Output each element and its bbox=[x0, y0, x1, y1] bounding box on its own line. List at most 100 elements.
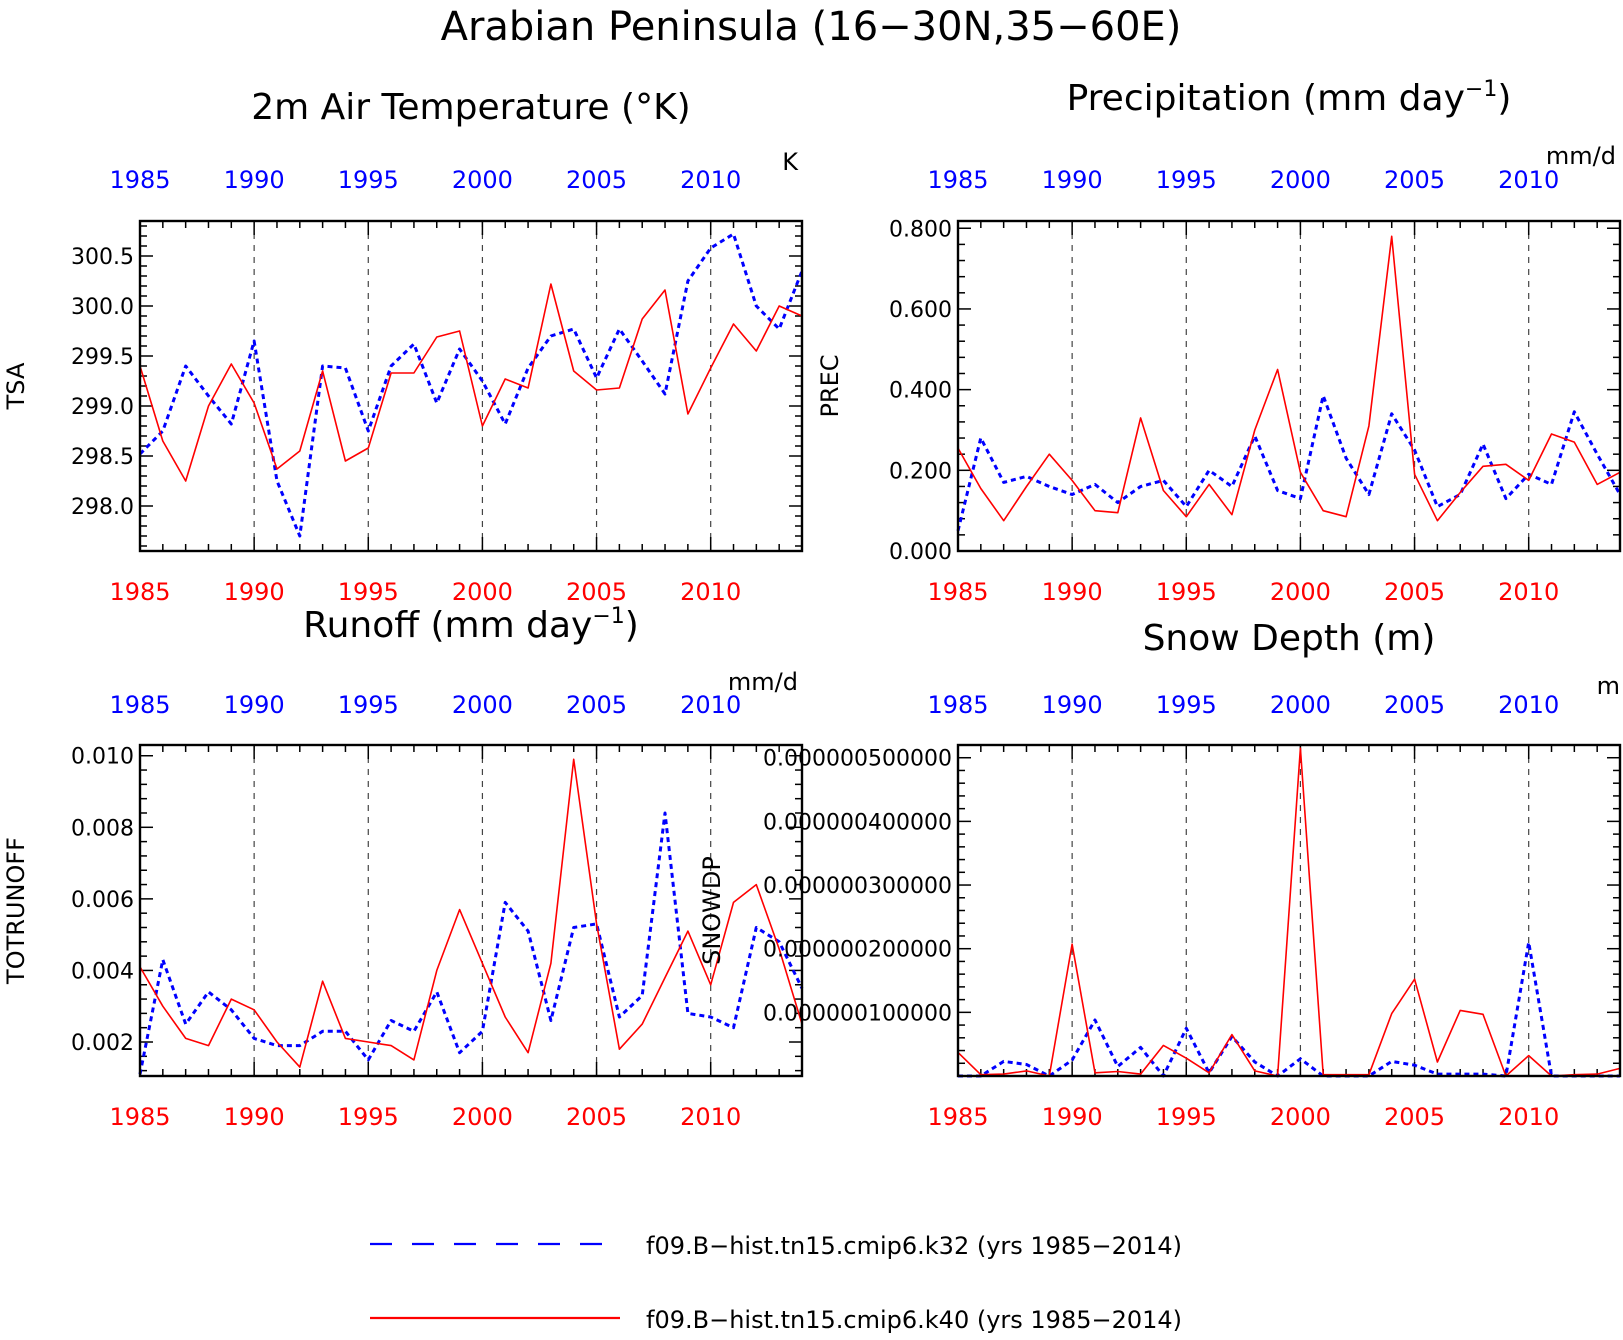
x-tick-label-top: 2000 bbox=[452, 691, 513, 719]
x-tick-label-bottom: 2005 bbox=[566, 1103, 627, 1131]
x-tick-label-top: 2010 bbox=[1498, 166, 1559, 194]
unit-label: m bbox=[1597, 672, 1620, 700]
x-tick-label-bottom: 1985 bbox=[927, 578, 988, 606]
unit-label: mm/d bbox=[1546, 142, 1616, 170]
panel-title: Runoff (mm day−1) bbox=[303, 604, 639, 646]
x-tick-label-bottom: 1995 bbox=[338, 1103, 399, 1131]
legend-label-k40: f09.B−hist.tn15.cmip6.k40 (yrs 1985−2014… bbox=[646, 1306, 1182, 1334]
x-tick-label-top: 1990 bbox=[224, 691, 285, 719]
x-tick-label-bottom: 2010 bbox=[1498, 1103, 1559, 1131]
x-tick-label-bottom: 2005 bbox=[1384, 1103, 1445, 1131]
y-tick-label: 0.006 bbox=[71, 888, 134, 913]
x-tick-label-bottom: 1985 bbox=[927, 1103, 988, 1131]
y-tick-label: 0.000000100000 bbox=[763, 1001, 952, 1026]
x-tick-label-bottom: 2010 bbox=[680, 578, 741, 606]
y-tick-label: 299.5 bbox=[71, 345, 134, 370]
x-tick-label-bottom: 1990 bbox=[1042, 1103, 1103, 1131]
plot-frame bbox=[138, 743, 804, 1078]
y-tick-label: 0.000 bbox=[889, 540, 952, 565]
y-tick-label: 0.002 bbox=[71, 1031, 134, 1056]
y-tick-label: 0.400 bbox=[889, 379, 952, 404]
x-tick-label-top: 2005 bbox=[566, 691, 627, 719]
x-tick-label-bottom: 1985 bbox=[109, 1103, 170, 1131]
panel-title: 2m Air Temperature (°K) bbox=[251, 87, 690, 128]
figure-title: Arabian Peninsula (16−30N,35−60E) bbox=[441, 4, 1182, 50]
panel-snowdp: Snow Depth (m) m SNOWDP 0.000000100000 0.000… bbox=[698, 618, 1622, 1131]
series-line-k32 bbox=[138, 811, 804, 1075]
series-line-k40 bbox=[957, 235, 1621, 522]
y-tick-label: 298.0 bbox=[71, 495, 134, 520]
legend-label-k32: f09.B−hist.tn15.cmip6.k32 (yrs 1985−2014… bbox=[646, 1232, 1182, 1260]
x-tick-label-top: 1995 bbox=[338, 166, 399, 194]
x-tick-label-bottom: 2000 bbox=[1270, 578, 1331, 606]
series-line-k40 bbox=[139, 758, 803, 1068]
x-tick-label-top: 2010 bbox=[680, 166, 741, 194]
unit-label: mm/d bbox=[728, 668, 798, 696]
x-tick-label-bottom: 2000 bbox=[452, 578, 513, 606]
y-tick-label: 300.5 bbox=[71, 245, 134, 270]
x-tick-label-bottom: 1990 bbox=[1042, 578, 1103, 606]
x-tick-label-top: 2005 bbox=[566, 166, 627, 194]
panel-title: Snow Depth (m) bbox=[1143, 618, 1436, 659]
y-tick-label: 0.600 bbox=[889, 298, 952, 323]
x-tick-label-bottom: 2005 bbox=[566, 578, 627, 606]
y-axis-label: TSA bbox=[2, 362, 30, 410]
y-tick-label: 300.0 bbox=[71, 295, 134, 320]
y-axis-label: SNOWDP bbox=[698, 856, 726, 965]
x-tick-label-bottom: 2010 bbox=[680, 1103, 741, 1131]
unit-label: K bbox=[782, 148, 799, 176]
x-tick-label-top: 2010 bbox=[1498, 691, 1559, 719]
y-tick-label: 299.0 bbox=[71, 395, 134, 420]
y-tick-label: 0.800 bbox=[889, 217, 952, 242]
x-tick-label-bottom: 1995 bbox=[338, 578, 399, 606]
y-tick-label: 298.5 bbox=[71, 445, 134, 470]
legend: f09.B−hist.tn15.cmip6.k32 (yrs 1985−2014… bbox=[370, 1232, 1182, 1334]
x-tick-label-bottom: 1990 bbox=[224, 1103, 285, 1131]
panel-prec: Precipitation (mm day−1) mm/d PREC 0.000 0.2… bbox=[816, 77, 1622, 606]
series-line-k32 bbox=[958, 940, 1620, 1078]
y-tick-label: 0.000000400000 bbox=[763, 810, 952, 835]
panel-title: Precipitation (mm day−1) bbox=[1067, 77, 1512, 119]
x-tick-label-bottom: 1995 bbox=[1156, 578, 1217, 606]
x-tick-label-top: 1990 bbox=[1042, 691, 1103, 719]
y-axis-label: TOTRUNOFF bbox=[2, 837, 30, 985]
x-tick-label-top: 2000 bbox=[1270, 166, 1331, 194]
series-line-k32 bbox=[956, 394, 1622, 532]
x-tick-label-top: 1985 bbox=[927, 691, 988, 719]
plot-frame bbox=[138, 219, 804, 553]
x-tick-label-top: 1995 bbox=[1156, 691, 1217, 719]
x-tick-label-bottom: 2000 bbox=[452, 1103, 513, 1131]
x-tick-label-top: 1990 bbox=[224, 166, 285, 194]
x-tick-label-top: 2010 bbox=[680, 691, 741, 719]
plot-frame bbox=[956, 743, 1622, 1078]
y-tick-label: 0.000000200000 bbox=[763, 938, 952, 963]
x-tick-label-top: 2000 bbox=[1270, 691, 1331, 719]
x-tick-label-top: 1995 bbox=[1156, 166, 1217, 194]
x-tick-label-bottom: 1995 bbox=[1156, 1103, 1217, 1131]
x-tick-label-top: 2005 bbox=[1384, 166, 1445, 194]
series-line-k40 bbox=[957, 747, 1621, 1077]
x-tick-label-bottom: 2010 bbox=[1498, 578, 1559, 606]
y-tick-label: 0.000000500000 bbox=[763, 747, 952, 772]
x-tick-label-bottom: 1990 bbox=[224, 578, 285, 606]
y-tick-label: 0.008 bbox=[71, 816, 134, 841]
x-tick-label-top: 1985 bbox=[109, 691, 170, 719]
series-line-k32 bbox=[138, 232, 804, 538]
x-tick-label-bottom: 1985 bbox=[109, 578, 170, 606]
plot-frame bbox=[956, 219, 1622, 553]
panel-tsa: 2m Air Temperature (°K) K TSA 298.0 298.5 299… bbox=[2, 87, 804, 606]
panel-totrunoff: Runoff (mm day−1) mm/d TOTRUNOFF 0.002 0.004… bbox=[2, 604, 804, 1131]
x-tick-label-top: 2000 bbox=[452, 166, 513, 194]
y-tick-label: 0.010 bbox=[71, 745, 134, 770]
y-tick-label: 0.000000300000 bbox=[763, 874, 952, 899]
x-tick-label-bottom: 2000 bbox=[1270, 1103, 1331, 1131]
y-tick-label: 0.004 bbox=[71, 959, 134, 984]
x-tick-label-top: 1985 bbox=[927, 166, 988, 194]
x-tick-label-top: 2005 bbox=[1384, 691, 1445, 719]
x-tick-label-bottom: 2005 bbox=[1384, 578, 1445, 606]
y-axis-label: PREC bbox=[816, 354, 844, 417]
x-tick-label-top: 1990 bbox=[1042, 166, 1103, 194]
series-line-k40 bbox=[139, 283, 803, 482]
